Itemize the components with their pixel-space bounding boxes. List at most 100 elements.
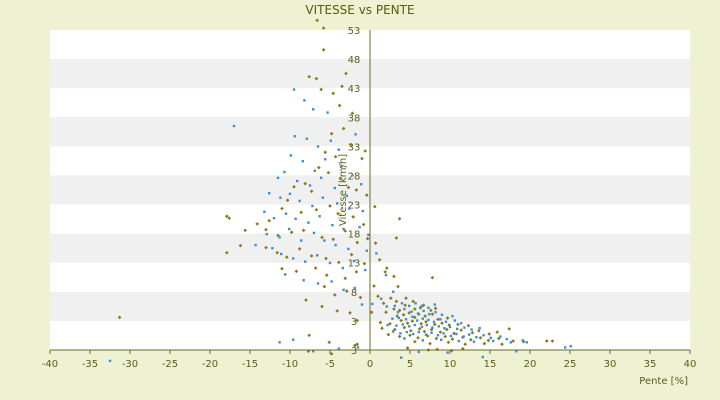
data-point (466, 323, 471, 328)
data-point (280, 266, 284, 271)
data-point (300, 239, 303, 242)
data-point (416, 336, 420, 340)
data-point (224, 250, 229, 255)
data-point (255, 222, 260, 226)
x-tick-label: -35 (82, 359, 98, 370)
data-point (280, 252, 283, 256)
x-tick-label: 20 (524, 359, 537, 370)
data-point (417, 330, 420, 334)
data-point (446, 351, 449, 354)
data-point (412, 307, 417, 311)
data-point (351, 215, 356, 219)
data-point (329, 131, 334, 136)
data-point (324, 158, 327, 161)
data-point (487, 332, 492, 336)
data-point (392, 274, 396, 279)
x-axis-ticks: -40 -35 -30 -25 -20 -15 -10 -5 0 5 10 15 20 25 30 35 40 (42, 350, 696, 370)
data-point (360, 183, 363, 186)
data-point (386, 323, 389, 327)
data-point (410, 319, 415, 324)
data-point (434, 336, 439, 341)
data-point (433, 306, 438, 311)
data-point (416, 312, 420, 315)
data-point (303, 181, 308, 186)
data-point (397, 316, 400, 320)
data-point (457, 339, 460, 343)
data-point (424, 333, 428, 336)
chart-title: VITESSE vs PENTE (305, 3, 414, 17)
data-point (371, 302, 374, 306)
data-point (460, 321, 463, 325)
x-tick-label: 30 (604, 359, 617, 370)
data-point (308, 184, 312, 187)
data-point (392, 330, 395, 333)
data-point (307, 221, 310, 224)
data-point (525, 341, 528, 344)
data-point (422, 309, 425, 313)
data-point (337, 148, 340, 151)
data-point (303, 99, 306, 102)
data-point (428, 308, 433, 313)
data-point (486, 338, 491, 343)
data-point (445, 316, 450, 320)
y-tick-label: 3 (351, 346, 357, 357)
data-point (401, 323, 404, 326)
data-point (394, 299, 399, 304)
data-point (412, 315, 417, 320)
data-point (334, 243, 337, 247)
data-point (413, 323, 416, 327)
data-point (293, 135, 296, 138)
data-point (372, 204, 377, 209)
x-tick-label: 0 (367, 359, 373, 370)
data-point (436, 317, 440, 322)
data-point (468, 337, 473, 342)
data-point (470, 330, 475, 335)
data-point (405, 321, 410, 325)
data-point (324, 256, 328, 261)
x-tick-label: -20 (202, 359, 218, 370)
data-point (424, 320, 428, 324)
data-point (321, 26, 326, 30)
data-point (401, 312, 406, 317)
data-point (364, 268, 367, 272)
data-point (468, 333, 471, 336)
data-point (407, 311, 412, 315)
data-point (283, 170, 286, 174)
y-tick-label: 28 (348, 171, 361, 182)
data-point (304, 260, 307, 263)
data-point (495, 330, 500, 334)
data-point (355, 240, 360, 245)
data-point (430, 331, 433, 334)
data-point (452, 331, 456, 336)
data-point (354, 133, 357, 136)
data-point (289, 154, 292, 157)
data-point (450, 337, 455, 341)
data-point (404, 318, 408, 321)
y-tick-label: 33 (348, 142, 361, 153)
x-tick-label: -10 (282, 359, 298, 370)
data-point (268, 192, 271, 195)
data-point (499, 335, 502, 338)
data-point (459, 328, 464, 332)
data-point (348, 207, 351, 210)
data-point (422, 329, 427, 334)
data-point (333, 186, 336, 190)
data-point (263, 210, 266, 213)
data-point (313, 266, 318, 270)
data-point (436, 334, 440, 337)
data-point (313, 169, 316, 172)
data-point (515, 350, 518, 353)
data-point (463, 342, 468, 347)
data-point (292, 338, 295, 341)
data-point (320, 176, 323, 180)
data-point (463, 326, 466, 329)
data-point (478, 336, 483, 340)
data-point (331, 91, 336, 96)
data-point (419, 321, 424, 326)
data-point (414, 302, 417, 305)
data-point (421, 339, 424, 342)
data-point (289, 230, 294, 235)
data-point (243, 228, 248, 233)
x-tick-label: -25 (162, 359, 178, 370)
data-point (427, 318, 430, 322)
